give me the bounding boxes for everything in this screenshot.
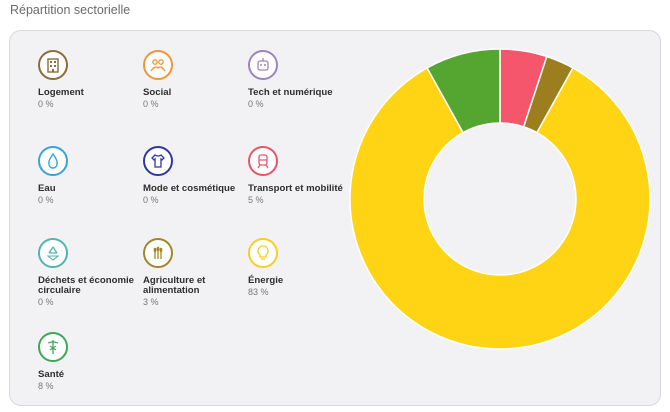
wheat-icon — [143, 238, 173, 268]
legend-percent: 5 % — [248, 195, 264, 205]
robot-icon — [248, 50, 278, 80]
donut-slice-2[interactable] — [349, 66, 651, 350]
legend-label: Déchets et économie circulaire — [38, 275, 134, 296]
legend-percent: 3 % — [143, 297, 159, 307]
caduceus-icon — [38, 332, 68, 362]
section-title: Répartition sectorielle — [10, 3, 131, 17]
legend-item-energie[interactable]: Énergie 83 % — [248, 238, 348, 297]
legend-item-agriculture[interactable]: Agriculture et alimentation 3 % — [143, 238, 243, 307]
sector-card: Logement 0 % Social 0 % Tech et numériqu… — [9, 30, 661, 406]
donut-slices — [349, 48, 651, 350]
legend-item-eau[interactable]: Eau 0 % — [38, 146, 138, 205]
legend-percent: 83 % — [248, 287, 269, 297]
legend-percent: 0 % — [248, 99, 264, 109]
legend-item-social[interactable]: Social 0 % — [143, 50, 243, 109]
legend-percent: 0 % — [143, 195, 159, 205]
legend-item-mode[interactable]: Mode et cosmétique 0 % — [143, 146, 243, 205]
legend-percent: 0 % — [143, 99, 159, 109]
legend-label: Transport et mobilité — [248, 183, 343, 194]
recycle-icon — [38, 238, 68, 268]
donut-slice-3[interactable] — [426, 48, 501, 134]
sector-legend: Logement 0 % Social 0 % Tech et numériqu… — [10, 31, 343, 407]
legend-percent: 0 % — [38, 195, 54, 205]
legend-label: Énergie — [248, 275, 284, 286]
legend-label: Logement — [38, 87, 84, 98]
lightbulb-icon — [248, 238, 278, 268]
train-icon — [248, 146, 278, 176]
legend-item-tech[interactable]: Tech et numérique 0 % — [248, 50, 348, 109]
building-icon — [38, 50, 68, 80]
legend-item-dechets[interactable]: Déchets et économie circulaire 0 % — [38, 238, 138, 307]
water-drop-icon — [38, 146, 68, 176]
legend-item-transport[interactable]: Transport et mobilité 5 % — [248, 146, 348, 205]
legend-label: Social — [143, 87, 172, 98]
legend-label: Eau — [38, 183, 56, 194]
legend-item-logement[interactable]: Logement 0 % — [38, 50, 138, 109]
legend-percent: 0 % — [38, 99, 54, 109]
legend-label: Agriculture et alimentation — [143, 275, 206, 296]
clothing-icon — [143, 146, 173, 176]
legend-item-sante[interactable]: Santé 8 % — [38, 332, 138, 391]
legend-label: Santé — [38, 369, 65, 380]
legend-label: Tech et numérique — [248, 87, 333, 98]
donut-chart — [349, 48, 651, 350]
legend-label: Mode et cosmétique — [143, 183, 236, 194]
people-icon — [143, 50, 173, 80]
legend-percent: 8 % — [38, 381, 54, 391]
legend-percent: 0 % — [38, 297, 54, 307]
